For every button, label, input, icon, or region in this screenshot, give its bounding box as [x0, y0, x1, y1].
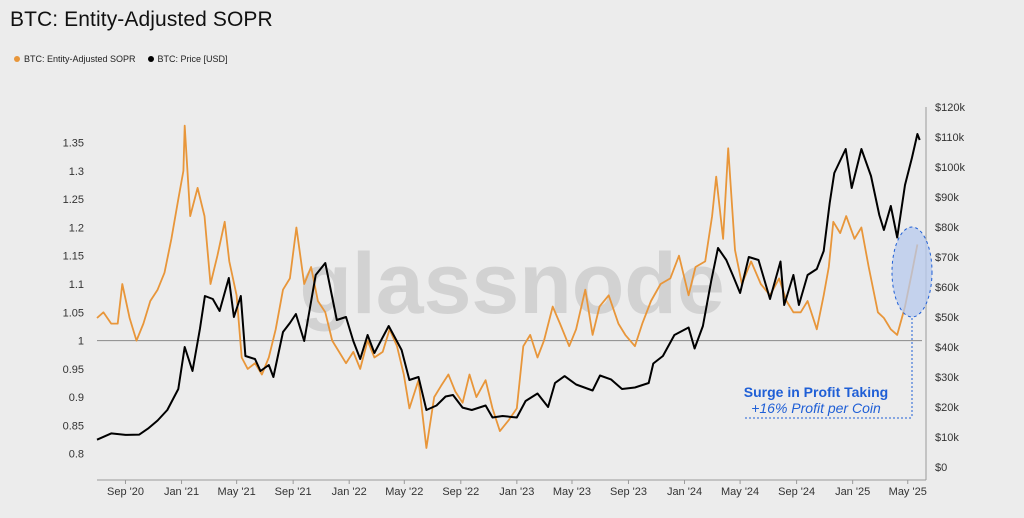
right-tick-label: $110k — [935, 132, 965, 144]
left-tick-label: 0.95 — [63, 364, 84, 376]
series-line-sopr — [96, 124, 919, 449]
right-tick-label: $60k — [935, 282, 959, 294]
right-tick-label: $120k — [935, 102, 965, 114]
left-tick-label: 1.3 — [69, 166, 84, 178]
watermark: glassnode — [299, 236, 724, 332]
x-tick-label: May '21 — [218, 486, 256, 498]
x-tick-label: Jan '22 — [332, 486, 367, 498]
x-tick-label: Jan '23 — [499, 486, 534, 498]
left-tick-label: 1.05 — [63, 307, 84, 319]
left-tick-label: 1.15 — [63, 251, 84, 263]
x-tick-label: Sep '24 — [778, 486, 815, 498]
right-tick-label: $40k — [935, 342, 959, 354]
x-tick-label: May '22 — [385, 486, 423, 498]
left-tick-label: 1 — [78, 336, 84, 348]
right-tick-label: $80k — [935, 222, 959, 234]
left-tick-label: 1.25 — [63, 194, 84, 206]
x-tick-label: Sep '23 — [610, 486, 647, 498]
legend-item-price[interactable]: BTC: Price [USD] — [147, 54, 228, 64]
right-tick-label: $90k — [935, 192, 959, 204]
x-tick-label: Jan '25 — [835, 486, 870, 498]
highlight-ellipse — [891, 226, 933, 318]
annotation-title: Surge in Profit Taking — [744, 384, 888, 400]
right-tick-label: $0 — [935, 462, 947, 474]
legend-swatch-sopr — [14, 56, 20, 62]
right-tick-label: $70k — [935, 252, 959, 264]
legend-swatch-price — [147, 56, 154, 62]
x-tick-label: Jan '21 — [164, 486, 199, 498]
legend-label-price: BTC: Price [USD] — [157, 54, 228, 64]
right-tick-label: $10k — [935, 432, 959, 444]
annotation: Surge in Profit Taking +16% Profit per C… — [744, 226, 933, 419]
x-tick-label: Sep '22 — [442, 486, 479, 498]
plot-area — [96, 124, 922, 449]
x-tick-label: May '25 — [889, 486, 927, 498]
left-tick-label: 1.2 — [69, 222, 84, 234]
left-tick-label: 0.8 — [69, 449, 84, 461]
chart-title: BTC: Entity-Adjusted SOPR — [10, 8, 273, 31]
left-tick-label: 0.85 — [63, 420, 84, 432]
x-tick-label: Sep '21 — [275, 486, 312, 498]
annotation-subtitle: +16% Profit per Coin — [751, 400, 881, 416]
legend-item-sopr[interactable]: BTC: Entity-Adjusted SOPR — [14, 54, 136, 64]
legend: BTC: Entity-Adjusted SOPR BTC: Price [US… — [14, 54, 228, 64]
x-tick-label: May '23 — [553, 486, 591, 498]
left-tick-label: 1.1 — [69, 279, 84, 291]
right-tick-label: $50k — [935, 312, 959, 324]
x-tick-label: Sep '20 — [107, 486, 144, 498]
x-tick-label: Jan '24 — [667, 486, 702, 498]
series-line-price — [96, 133, 921, 441]
right-tick-label: $100k — [935, 162, 965, 174]
left-tick-label: 1.35 — [63, 138, 84, 150]
left-tick-label: 0.9 — [69, 392, 84, 404]
right-tick-label: $20k — [935, 402, 959, 414]
x-tick-label: May '24 — [721, 486, 759, 498]
right-tick-label: $30k — [935, 372, 959, 384]
legend-label-sopr: BTC: Entity-Adjusted SOPR — [24, 54, 136, 64]
axes: Sep '20 Jan '21 May '21 Sep '21 Jan '22 May '… — [63, 102, 966, 498]
